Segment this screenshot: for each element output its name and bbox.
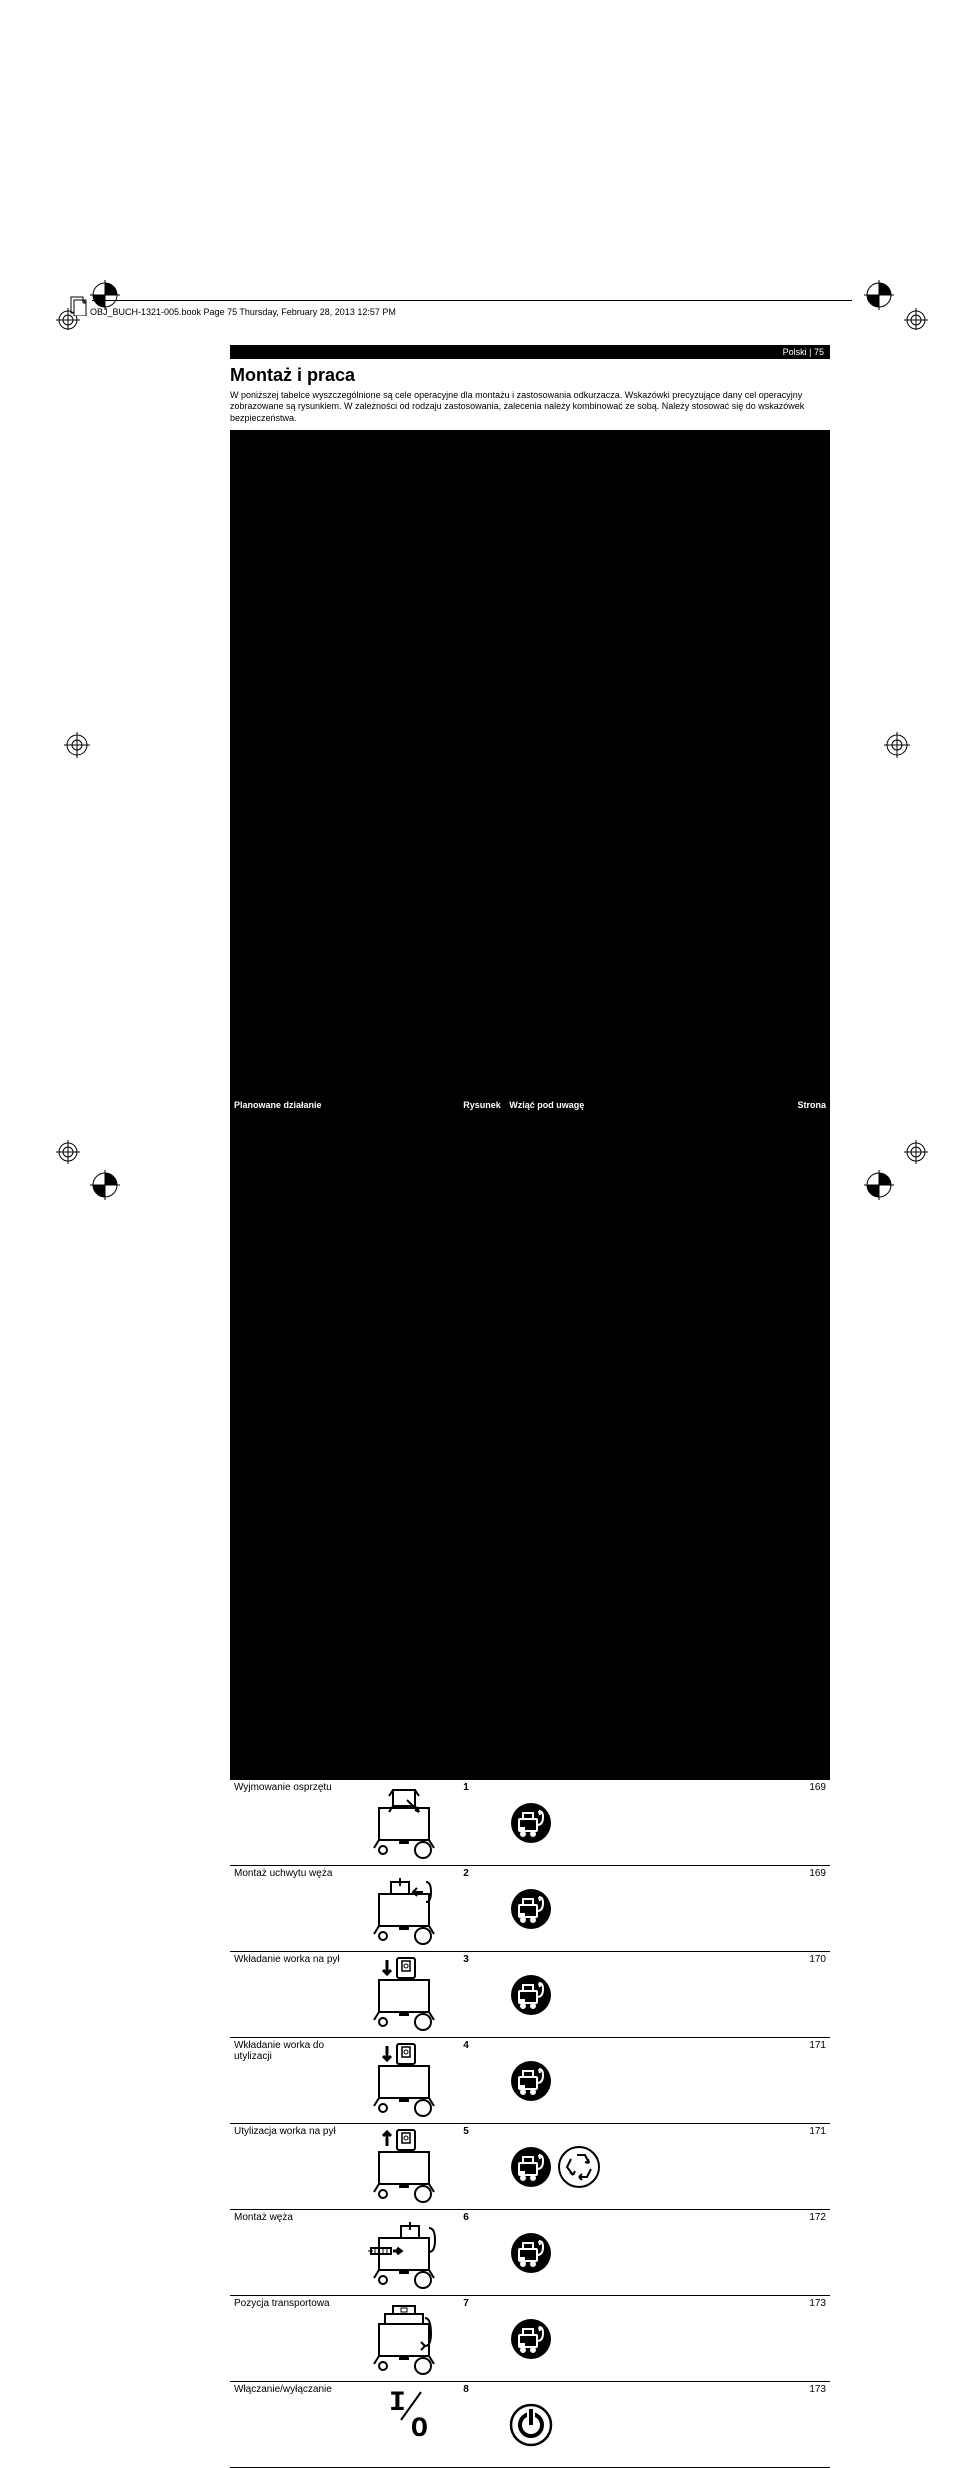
- cell-note-icons: [505, 2124, 616, 2210]
- table-row: Wyjmowanie osprzętu 1 169: [230, 1780, 830, 1866]
- header-rule: [92, 300, 852, 301]
- reg-target-left: [62, 730, 92, 765]
- cell-action: Wyjmowanie osprzętu: [230, 1780, 350, 1866]
- operations-table: Planowane działanie Rysunek Wziąć pod uw…: [230, 430, 830, 2468]
- cell-pictogram: [350, 1952, 460, 2038]
- crop-mark-br: [864, 1140, 924, 1200]
- cell-pictogram: [350, 1866, 460, 1952]
- crop-mark-bl: [50, 1140, 110, 1200]
- table-row: Montaż węża 6 172: [230, 2210, 830, 2296]
- intro-paragraph: W poniższej tabelce wyszczególnione są c…: [230, 390, 830, 424]
- table-row: Utylizacja worka na pył 5 171: [230, 2124, 830, 2210]
- vac-icon: [509, 1801, 553, 1845]
- cell-action: Wkładanie worka na pył: [230, 1952, 350, 2038]
- cell-figure-number: 7: [459, 2296, 505, 2382]
- cell-note-icons: [505, 1952, 616, 2038]
- cell-figure-number: 6: [459, 2210, 505, 2296]
- col-header-figure: Rysunek: [459, 430, 505, 1780]
- cell-page: 169: [616, 1780, 830, 1866]
- table-row: Włączanie/wyłączanie 8 173: [230, 2382, 830, 2468]
- cell-pictogram: [350, 2124, 460, 2210]
- cell-action: Montaż uchwytu węża: [230, 1866, 350, 1952]
- table-row: Montaż uchwytu węża 2 169: [230, 1866, 830, 1952]
- vac-icon: [509, 2231, 553, 2275]
- dispose-icon: [557, 2145, 601, 2189]
- cell-figure-number: 5: [459, 2124, 505, 2210]
- footer: Bosch Power Tools 1 609 92A 085 | (28.2.…: [230, 1158, 830, 1167]
- cell-page: 173: [616, 2382, 830, 2468]
- cell-pictogram: [350, 1780, 460, 1866]
- footer-left: Bosch Power Tools: [230, 1158, 298, 1167]
- col-header-action: Planowane działanie: [230, 430, 350, 1780]
- col-header-pictogram: [350, 430, 460, 1780]
- page: OBJ_BUCH-1321-005.book Page 75 Thursday,…: [0, 0, 954, 1350]
- cell-action: Włączanie/wyłączanie: [230, 2382, 350, 2468]
- col-header-page: Strona: [616, 430, 830, 1780]
- cell-page: 172: [616, 2210, 830, 2296]
- cell-page: 170: [616, 1952, 830, 2038]
- content-area: Polski | 75 Montaż i praca W poniższej t…: [230, 345, 830, 2468]
- cell-figure-number: 4: [459, 2038, 505, 2124]
- cell-page: 169: [616, 1866, 830, 1952]
- cell-action: Montaż węża: [230, 2210, 350, 2296]
- header-book-line: OBJ_BUCH-1321-005.book Page 75 Thursday,…: [90, 307, 396, 317]
- cell-figure-number: 1: [459, 1780, 505, 1866]
- cell-pictogram: [350, 2382, 460, 2468]
- cell-note-icons: [505, 1866, 616, 1952]
- table-row: Wkładanie worka na pył 3 170: [230, 1952, 830, 2038]
- col-header-note: Wziąć pod uwagę: [505, 430, 616, 1780]
- cell-pictogram: [350, 2296, 460, 2382]
- cell-page: 171: [616, 2038, 830, 2124]
- reg-target-right: [882, 730, 912, 765]
- language-page-bar: Polski | 75: [230, 345, 830, 359]
- cell-note-icons: [505, 1780, 616, 1866]
- vac-icon: [509, 2059, 553, 2103]
- power-icon: [509, 2403, 553, 2447]
- vac-icon: [509, 2317, 553, 2361]
- crop-mark-tr: [864, 280, 924, 340]
- cell-pictogram: [350, 2210, 460, 2296]
- cell-note-icons: [505, 2382, 616, 2468]
- section-title: Montaż i praca: [230, 365, 830, 386]
- page-icon: [70, 296, 88, 321]
- cell-figure-number: 3: [459, 1952, 505, 2038]
- vac-icon: [509, 1973, 553, 2017]
- cell-figure-number: 2: [459, 1866, 505, 1952]
- cell-action: Utylizacja worka na pył: [230, 2124, 350, 2210]
- footer-right: 1 609 92A 085 | (28.2.13): [740, 1158, 830, 1167]
- table-row: Wkładanie worka do utylizacji 4 171: [230, 2038, 830, 2124]
- cell-note-icons: [505, 2296, 616, 2382]
- cell-action: Pozycja transportowa: [230, 2296, 350, 2382]
- cell-pictogram: [350, 2038, 460, 2124]
- vac-icon: [509, 2145, 553, 2189]
- cell-action: Wkładanie worka do utylizacji: [230, 2038, 350, 2124]
- vac-icon: [509, 1887, 553, 1931]
- cell-page: 171: [616, 2124, 830, 2210]
- cell-page: 173: [616, 2296, 830, 2382]
- table-row: Pozycja transportowa 7 173: [230, 2296, 830, 2382]
- cell-note-icons: [505, 2038, 616, 2124]
- cell-note-icons: [505, 2210, 616, 2296]
- cell-figure-number: 8: [459, 2382, 505, 2468]
